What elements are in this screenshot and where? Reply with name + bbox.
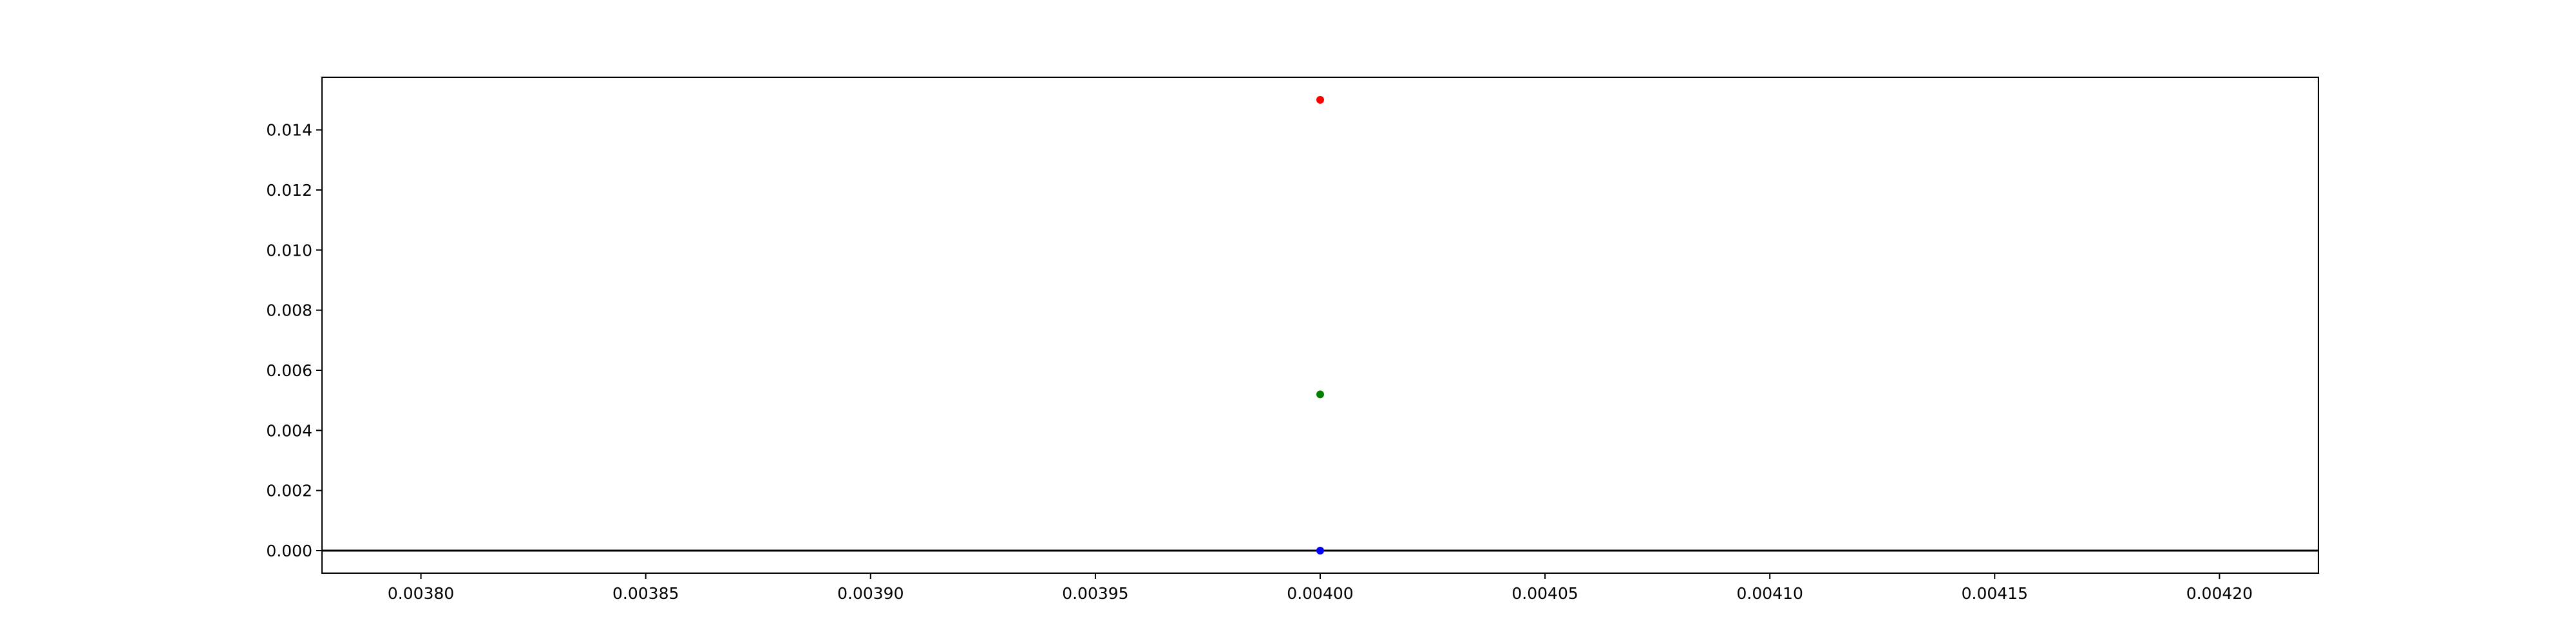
x-tick-label: 0.00415 (1962, 584, 2028, 603)
y-tick-label: 0.006 (266, 361, 312, 380)
y-tick-label: 0.002 (266, 482, 312, 500)
x-tick-label: 0.00405 (1511, 584, 1578, 603)
x-tick-label: 0.00400 (1287, 584, 1353, 603)
data-points (1316, 96, 1324, 554)
data-point-series-1-0 (1316, 390, 1324, 399)
x-tick-label: 0.00390 (837, 584, 904, 603)
y-tick-label: 0.004 (266, 421, 312, 440)
x-tick-label: 0.00380 (388, 584, 454, 603)
x-tick-label: 0.00385 (612, 584, 679, 603)
y-axis: 0.000 0.002 0.004 0.006 0.008 0.010 0.012 0.014 (266, 121, 322, 560)
y-tick-label: 0.000 (266, 542, 312, 560)
y-tick-label: 0.008 (266, 301, 312, 320)
x-tick-label: 0.00395 (1062, 584, 1128, 603)
y-tick-label: 0.012 (266, 181, 312, 200)
plot-frame (321, 77, 2319, 574)
x-tick-label: 0.00410 (1737, 584, 1803, 603)
y-tick-label: 0.014 (266, 121, 312, 140)
x-axis: 0.00380 0.00385 0.00390 0.00395 0.00400 0.004… (388, 573, 2253, 603)
x-tick-label: 0.00420 (2186, 584, 2253, 603)
data-point-series-2-0 (1316, 547, 1324, 554)
y-tick-label: 0.010 (266, 241, 312, 260)
data-point-series-0-0 (1316, 96, 1324, 104)
